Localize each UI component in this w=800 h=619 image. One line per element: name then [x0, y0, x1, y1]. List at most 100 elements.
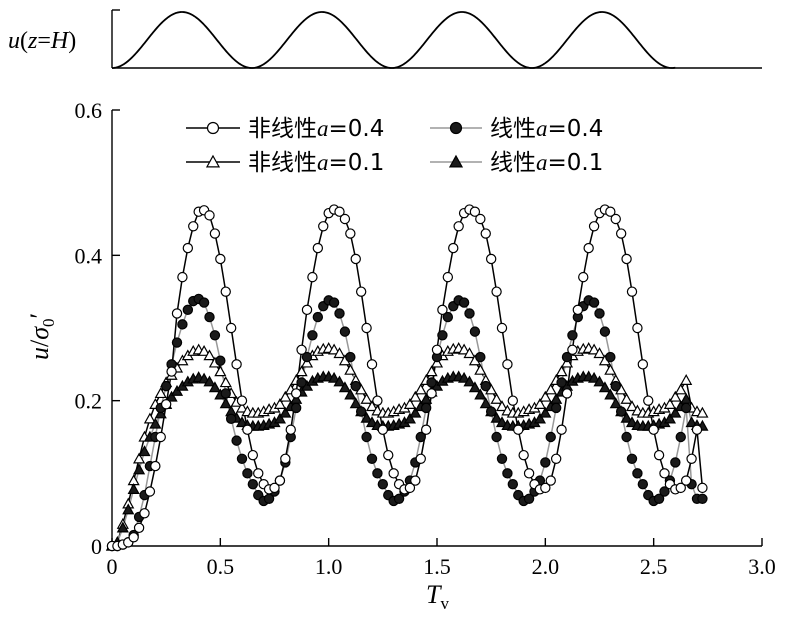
data-point [209, 330, 221, 341]
data-point [653, 449, 665, 461]
legend-label: 线性a=0.1 [490, 150, 603, 176]
y-tick-label: 0.2 [75, 389, 103, 414]
data-point [615, 406, 627, 417]
data-point [296, 344, 307, 355]
x-tick-label: 2.0 [532, 554, 560, 579]
legend-marker [205, 154, 221, 168]
data-point [453, 221, 464, 232]
data-point [637, 359, 649, 370]
data-point [675, 431, 686, 443]
data-point [171, 337, 183, 348]
legend-label-suffix: =0.4 [329, 116, 385, 142]
data-point [177, 271, 188, 283]
data-point [116, 521, 129, 533]
data-point [474, 363, 487, 375]
data-point [625, 400, 639, 412]
top-ylabel-open: ( [20, 28, 28, 54]
data-point [540, 482, 551, 494]
top-ylabel-eq: = [37, 28, 51, 54]
data-point [680, 475, 692, 486]
data-point [442, 311, 454, 323]
y-tick-group: 0 0.2 0.4 0.6 [75, 98, 120, 559]
data-point [372, 395, 383, 406]
data-point [236, 395, 248, 406]
data-point [555, 365, 568, 377]
y-axis-label: u/σ0′ [25, 313, 58, 360]
data-point [366, 453, 378, 464]
data-point [523, 493, 535, 504]
data-point [300, 356, 314, 368]
data-point [377, 424, 389, 435]
legend-label: 线性a=0.4 [490, 116, 603, 142]
data-point [328, 343, 341, 355]
data-point [333, 347, 346, 359]
data-point [518, 449, 529, 461]
data-point [686, 453, 697, 464]
data-point [345, 351, 356, 363]
data-point [204, 311, 215, 323]
data-point [247, 449, 259, 461]
ylabel-u: u [25, 347, 54, 360]
data-point [150, 460, 161, 472]
legend-label-var: a [536, 116, 548, 141]
data-point [361, 322, 372, 334]
data-point [431, 344, 443, 355]
data-point [479, 397, 492, 409]
data-point [393, 493, 405, 504]
data-point [507, 395, 519, 406]
data-point [594, 308, 605, 319]
data-point [122, 503, 135, 515]
data-point [339, 213, 351, 225]
data-point [139, 508, 150, 519]
data-point [312, 311, 324, 323]
data-point [696, 406, 709, 418]
data-point [621, 253, 632, 265]
data-point [426, 388, 437, 399]
data-point [620, 411, 633, 423]
data-point [285, 424, 296, 435]
y-tick-label: 0.4 [75, 243, 103, 268]
data-point [360, 392, 373, 404]
xlabel-sub-v: v [440, 594, 449, 613]
x-tick-label: 1.5 [423, 554, 451, 579]
legend-entry: 线性a=0.1 [430, 150, 603, 176]
data-point [269, 482, 280, 494]
x-axis-label: Tv [426, 580, 449, 613]
data-point [225, 322, 237, 334]
data-point [403, 412, 416, 424]
data-point [495, 416, 509, 428]
data-point [188, 221, 199, 232]
data-point [556, 424, 567, 435]
data-point [295, 365, 308, 377]
data-point [463, 375, 476, 387]
x-tick-label: 0 [107, 554, 118, 579]
data-point [128, 532, 139, 543]
data-point [513, 424, 524, 435]
data-point [588, 371, 601, 383]
data-point [203, 375, 216, 387]
data-point [235, 401, 249, 413]
data-point [625, 416, 639, 428]
data-point [598, 381, 611, 393]
data-point [437, 304, 448, 316]
data-point [605, 351, 616, 363]
data-point [165, 390, 178, 402]
data-point [149, 417, 162, 429]
data-point [338, 381, 351, 393]
data-point [572, 304, 584, 316]
data-point [220, 388, 231, 399]
data-point [480, 380, 491, 392]
top-ylabel-z: z [27, 28, 38, 54]
data-point [593, 375, 606, 387]
data-point [545, 431, 556, 443]
data-point [345, 228, 356, 239]
data-point [144, 486, 156, 497]
data-point [301, 351, 313, 363]
data-point [154, 387, 167, 399]
data-point [567, 330, 578, 341]
legend-label-prefix: 线性 [490, 116, 536, 142]
data-point [235, 416, 249, 428]
data-point [588, 297, 600, 308]
data-point [426, 377, 437, 388]
data-point [675, 482, 686, 494]
